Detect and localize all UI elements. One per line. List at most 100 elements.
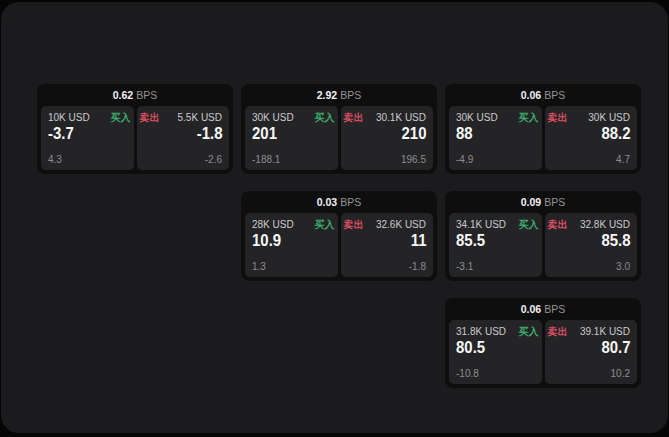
quote-card: 2.92 BPS 30K USD 买入 201 -188.1 卖出 30.1K … [241, 84, 437, 174]
sell-quote-tile[interactable]: 卖出 5.5K USD -1.8 -2.6 [137, 106, 230, 170]
buy-toprow: 30K USD 买入 [252, 113, 331, 123]
card-header: 0.09 BPS [445, 191, 641, 213]
card-header: 0.03 BPS [241, 191, 437, 213]
quote-card: 0.06 BPS 30K USD 买入 88 -4.9 卖出 30K USD 8… [445, 84, 641, 174]
buy-delta: -3.1 [456, 262, 535, 272]
card-header: 0.06 BPS [445, 84, 641, 106]
sell-amount: 32.6K USD [376, 220, 426, 230]
bps-value: 0.62 [113, 89, 133, 101]
sell-label: 卖出 [548, 327, 568, 337]
sell-delta: -2.6 [144, 155, 223, 165]
sell-toprow: 卖出 30K USD [552, 113, 631, 123]
buy-delta: -4.9 [456, 155, 535, 165]
buy-quote-tile[interactable]: 34.1K USD 买入 85.5 -3.1 [449, 213, 542, 277]
buy-quote-tile[interactable]: 28K USD 买入 10.9 1.3 [245, 213, 338, 277]
card-body: 30K USD 买入 201 -188.1 卖出 30.1K USD 210 1… [241, 106, 437, 174]
sell-amount: 39.1K USD [580, 327, 630, 337]
buy-price: 80.5 [456, 339, 525, 358]
sell-toprow: 卖出 32.8K USD [552, 220, 631, 230]
sell-delta: 196.5 [348, 155, 427, 165]
sell-delta: 10.2 [552, 369, 631, 379]
buy-amount: 30K USD [252, 113, 294, 123]
buy-price: 201 [252, 125, 321, 144]
sell-label: 卖出 [548, 220, 568, 230]
buy-quote-tile[interactable]: 30K USD 买入 201 -188.1 [245, 106, 338, 170]
sell-price: 80.7 [561, 339, 630, 358]
sell-label: 卖出 [344, 113, 364, 123]
buy-toprow: 10K USD 买入 [48, 113, 127, 123]
buy-quote-tile[interactable]: 10K USD 买入 -3.7 4.3 [41, 106, 134, 170]
sell-price: 88.2 [561, 125, 630, 144]
buy-toprow: 30K USD 买入 [456, 113, 535, 123]
buy-label: 买入 [315, 220, 335, 230]
bps-value: 2.92 [317, 89, 337, 101]
buy-price: 10.9 [252, 232, 321, 251]
sell-toprow: 卖出 32.6K USD [348, 220, 427, 230]
bps-value: 0.09 [521, 196, 541, 208]
buy-label: 买入 [519, 113, 539, 123]
buy-label: 买入 [519, 327, 539, 337]
bps-unit: BPS [544, 303, 565, 315]
card-header: 2.92 BPS [241, 84, 437, 106]
buy-price: -3.7 [48, 125, 117, 144]
sell-delta: -1.8 [348, 262, 427, 272]
sell-amount: 5.5K USD [178, 113, 222, 123]
card-header: 0.62 BPS [37, 84, 233, 106]
bps-unit: BPS [544, 89, 565, 101]
buy-quote-tile[interactable]: 30K USD 买入 88 -4.9 [449, 106, 542, 170]
bps-value: 0.06 [521, 303, 541, 315]
sell-price: 210 [357, 125, 426, 144]
card-body: 34.1K USD 买入 85.5 -3.1 卖出 32.8K USD 85.8… [445, 213, 641, 281]
buy-quote-tile[interactable]: 31.8K USD 买入 80.5 -10.8 [449, 320, 542, 384]
sell-quote-tile[interactable]: 卖出 32.6K USD 11 -1.8 [341, 213, 434, 277]
buy-price: 85.5 [456, 232, 525, 251]
card-body: 28K USD 买入 10.9 1.3 卖出 32.6K USD 11 -1.8 [241, 213, 437, 281]
buy-amount: 34.1K USD [456, 220, 506, 230]
sell-toprow: 卖出 5.5K USD [144, 113, 223, 123]
card-body: 10K USD 买入 -3.7 4.3 卖出 5.5K USD -1.8 -2.… [37, 106, 233, 174]
quote-card: 0.62 BPS 10K USD 买入 -3.7 4.3 卖出 5.5K USD… [37, 84, 233, 174]
sell-toprow: 卖出 30.1K USD [348, 113, 427, 123]
buy-label: 买入 [315, 113, 335, 123]
buy-price: 88 [456, 125, 525, 144]
sell-quote-tile[interactable]: 卖出 30K USD 88.2 4.7 [545, 106, 638, 170]
sell-label: 卖出 [548, 113, 568, 123]
sell-price: -1.8 [153, 125, 222, 144]
bps-value: 0.06 [521, 89, 541, 101]
sell-quote-tile[interactable]: 卖出 30.1K USD 210 196.5 [341, 106, 434, 170]
sell-quote-tile[interactable]: 卖出 39.1K USD 80.7 10.2 [545, 320, 638, 384]
bps-unit: BPS [136, 89, 157, 101]
quote-card: 0.03 BPS 28K USD 买入 10.9 1.3 卖出 32.6K US… [241, 191, 437, 281]
quote-grid: 0.62 BPS 10K USD 买入 -3.7 4.3 卖出 5.5K USD… [37, 84, 641, 388]
buy-toprow: 34.1K USD 买入 [456, 220, 535, 230]
bps-unit: BPS [340, 89, 361, 101]
buy-label: 买入 [519, 220, 539, 230]
buy-label: 买入 [111, 113, 131, 123]
buy-delta: -188.1 [252, 155, 331, 165]
buy-amount: 30K USD [456, 113, 498, 123]
sell-quote-tile[interactable]: 卖出 32.8K USD 85.8 3.0 [545, 213, 638, 277]
bps-value: 0.03 [317, 196, 337, 208]
bps-unit: BPS [340, 196, 361, 208]
sell-amount: 32.8K USD [580, 220, 630, 230]
buy-amount: 28K USD [252, 220, 294, 230]
bps-unit: BPS [544, 196, 565, 208]
sell-amount: 30K USD [588, 113, 630, 123]
app-panel: 0.62 BPS 10K USD 买入 -3.7 4.3 卖出 5.5K USD… [1, 2, 668, 433]
buy-amount: 31.8K USD [456, 327, 506, 337]
card-header: 0.06 BPS [445, 298, 641, 320]
card-body: 31.8K USD 买入 80.5 -10.8 卖出 39.1K USD 80.… [445, 320, 641, 388]
sell-price: 11 [357, 232, 426, 251]
sell-delta: 3.0 [552, 262, 631, 272]
sell-delta: 4.7 [552, 155, 631, 165]
buy-delta: 1.3 [252, 262, 331, 272]
buy-amount: 10K USD [48, 113, 90, 123]
card-body: 30K USD 买入 88 -4.9 卖出 30K USD 88.2 4.7 [445, 106, 641, 174]
buy-toprow: 31.8K USD 买入 [456, 327, 535, 337]
buy-delta: -10.8 [456, 369, 535, 379]
sell-toprow: 卖出 39.1K USD [552, 327, 631, 337]
sell-label: 卖出 [344, 220, 364, 230]
quote-card: 0.09 BPS 34.1K USD 买入 85.5 -3.1 卖出 32.8K… [445, 191, 641, 281]
quote-card: 0.06 BPS 31.8K USD 买入 80.5 -10.8 卖出 39.1… [445, 298, 641, 388]
buy-delta: 4.3 [48, 155, 127, 165]
